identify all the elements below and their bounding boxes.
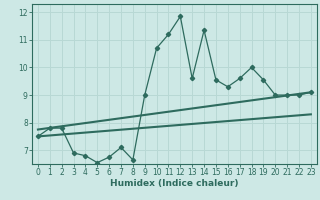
X-axis label: Humidex (Indice chaleur): Humidex (Indice chaleur) [110, 179, 239, 188]
